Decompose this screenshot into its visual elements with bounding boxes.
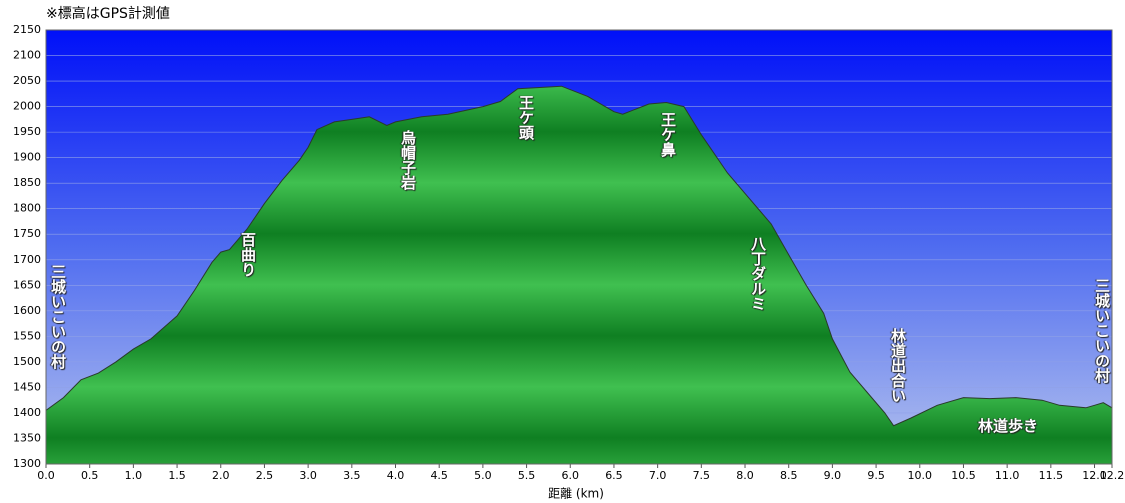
y-tick-label: 1350	[13, 431, 41, 444]
y-tick-label: 1800	[13, 202, 41, 215]
y-tick-label: 1850	[13, 176, 41, 189]
x-tick-label: 12.0	[1082, 469, 1107, 482]
x-tick-label: 3.0	[299, 469, 317, 482]
x-tick-label: 0.0	[37, 469, 55, 482]
y-tick-label: 2150	[13, 23, 41, 36]
annotation: 三城いこいの村	[49, 264, 67, 369]
x-tick-label: 8.0	[736, 469, 754, 482]
plot-frame	[45, 29, 1113, 465]
x-tick-label: 7.0	[649, 469, 667, 482]
x-tick-label: 11.0	[995, 469, 1020, 482]
x-tick-label: 1.5	[168, 469, 186, 482]
x-tick-label: 0.5	[81, 469, 99, 482]
elevation-area	[45, 85, 1113, 465]
x-tick-label: 6.5	[605, 469, 623, 482]
x-tick-label: 11.5	[1039, 469, 1064, 482]
annotation: 王ケ鼻	[659, 112, 677, 157]
y-tick-label: 1400	[13, 406, 41, 419]
annotation: 林道出合い	[889, 328, 907, 403]
annotation: 三城いこいの村	[1093, 278, 1111, 383]
x-tick-label: 2.0	[212, 469, 230, 482]
x-tick-label: 2.5	[256, 469, 274, 482]
y-tick-label: 2000	[13, 100, 41, 113]
y-tick-label: 1900	[13, 151, 41, 164]
annotation: 烏帽子岩	[399, 130, 417, 190]
x-tick-label: 1.0	[125, 469, 143, 482]
x-tick-label: 8.5	[780, 469, 798, 482]
y-tick-label: 2050	[13, 74, 41, 87]
y-tick-label: 1700	[13, 253, 41, 266]
y-tick-label: 1300	[13, 457, 41, 470]
x-tick-label: 3.5	[343, 469, 361, 482]
y-tick-label: 1550	[13, 329, 41, 342]
y-tick-label: 1500	[13, 355, 41, 368]
x-tick-label: 12.2	[1100, 469, 1125, 482]
x-tick-label: 4.0	[387, 469, 405, 482]
x-tick-label: 10.0	[908, 469, 933, 482]
x-tick-label: 5.5	[518, 469, 536, 482]
y-tick-label: 1950	[13, 125, 41, 138]
annotation: 百曲り	[239, 232, 257, 277]
x-tick-label: 4.5	[430, 469, 448, 482]
x-tick-label: 7.5	[693, 469, 711, 482]
y-tick-label: 1600	[13, 304, 41, 317]
chart-title: ※標高はGPS計測値	[46, 5, 170, 22]
annotation: 王ケ頭	[517, 95, 535, 140]
x-tick-label: 9.0	[824, 469, 842, 482]
x-axis-label: 距離 (km)	[548, 487, 604, 501]
x-tick-label: 10.5	[951, 469, 976, 482]
y-tick-label: 2100	[13, 49, 41, 62]
annotation: 林道歩き	[978, 417, 1039, 435]
y-tick-label: 1450	[13, 380, 41, 393]
x-tick-label: 5.0	[474, 469, 492, 482]
x-tick-label: 9.5	[867, 469, 885, 482]
x-tick-label: 6.0	[562, 469, 580, 482]
y-tick-label: 1650	[13, 278, 41, 291]
annotation: 八丁ダルミ	[749, 236, 767, 311]
y-tick-label: 1750	[13, 227, 41, 240]
